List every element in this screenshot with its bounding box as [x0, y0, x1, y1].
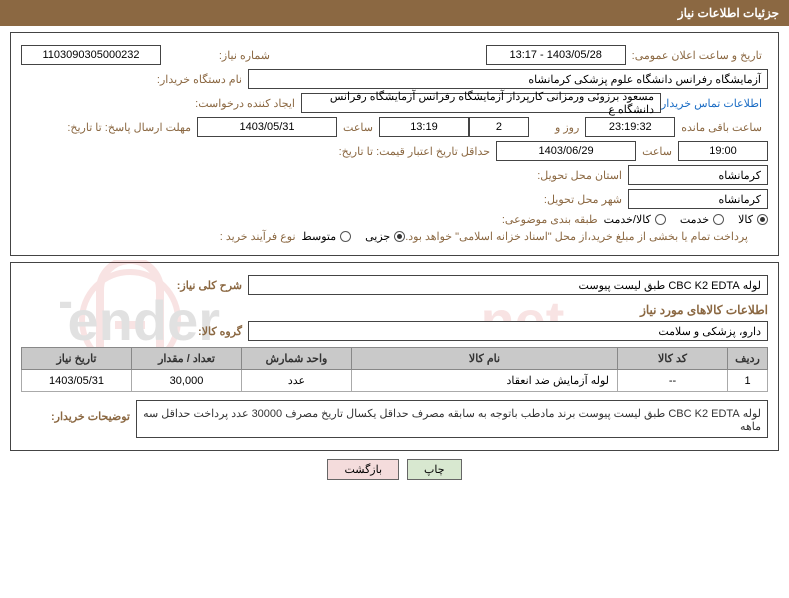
row-reply-deadline: مهلت ارسال پاسخ: تا تاریخ: 1403/05/31 سا…	[21, 117, 768, 137]
field-goods-group: دارو، پزشکی و سلامت	[248, 321, 768, 341]
field-buyer-notes: لوله CBC K2 EDTA طبق لیست پیوست برند ماد…	[136, 400, 768, 438]
field-price-time: 19:00	[678, 141, 768, 161]
th-row: ردیف	[728, 348, 768, 370]
th-unit: واحد شمارش	[242, 348, 352, 370]
field-need-no: 1103090305000232	[21, 45, 161, 65]
row-buyer-org: نام دستگاه خریدار: آزمایشگاه رفرانس دانش…	[21, 69, 768, 89]
button-row: چاپ بازگشت	[0, 459, 789, 480]
row-category: طبقه بندی موضوعی: کالا خدمت کالا/خدمت	[21, 213, 768, 226]
td-unit: عدد	[242, 370, 352, 392]
field-city: کرمانشاه	[628, 189, 768, 209]
radio-label: کالا	[738, 213, 753, 226]
radio-dot	[394, 231, 405, 242]
th-name: نام کالا	[352, 348, 618, 370]
field-days: 2	[469, 117, 529, 137]
table-row: 1 -- لوله آزمایش ضد انعقاد عدد 30,000 14…	[22, 370, 768, 392]
row-buyer-notes: توضیحات خریدار: لوله CBC K2 EDTA طبق لیس…	[21, 400, 768, 438]
radio-dot	[757, 214, 768, 225]
items-table: ردیف کد کالا نام کالا واحد شمارش تعداد /…	[21, 347, 768, 392]
td-row: 1	[728, 370, 768, 392]
th-date: تاریخ نیاز	[22, 348, 132, 370]
lbl-province: استان محل تحویل:	[513, 169, 628, 182]
lbl-days-and: روز و	[549, 121, 585, 134]
radio-dot	[713, 214, 724, 225]
field-need-desc: لوله CBC K2 EDTA طبق لیست پیوست	[248, 275, 768, 295]
lbl-city: شهر محل تحویل:	[513, 193, 628, 206]
td-date: 1403/05/31	[22, 370, 132, 392]
print-button[interactable]: چاپ	[407, 459, 462, 480]
lbl-reply: مهلت ارسال پاسخ: تا تاریخ:	[82, 121, 197, 134]
radio-item-goods[interactable]: کالا	[738, 213, 768, 226]
lbl-need-desc: شرح کلی نیاز:	[133, 279, 248, 292]
row-province: استان محل تحویل: کرمانشاه	[21, 165, 768, 185]
lbl-requester: ایجاد کننده درخواست:	[186, 97, 301, 110]
radio-label: کالا/خدمت	[604, 213, 651, 226]
field-reply-date: 1403/05/31	[197, 117, 337, 137]
buyer-contact-link[interactable]: اطلاعات تماس خریدار	[661, 97, 762, 110]
field-countdown: 23:19:32	[585, 117, 675, 137]
radio-dot	[655, 214, 666, 225]
lbl-time1: ساعت	[337, 121, 379, 134]
field-buyer-org: آزمایشگاه رفرانس دانشگاه علوم پزشکی کرما…	[248, 69, 768, 89]
lbl-category: طبقه بندی موضوعی:	[489, 213, 604, 226]
field-announce: 1403/05/28 - 13:17	[486, 45, 626, 65]
table-header-row: ردیف کد کالا نام کالا واحد شمارش تعداد /…	[22, 348, 768, 370]
lbl-price: حداقل تاریخ اعتبار قیمت: تا تاریخ:	[381, 145, 496, 158]
radio-item-both[interactable]: کالا/خدمت	[604, 213, 666, 226]
row-city: شهر محل تحویل: کرمانشاه	[21, 189, 768, 209]
lbl-remaining: ساعت باقی مانده	[675, 121, 768, 134]
goods-info-title: اطلاعات کالاهای مورد نیاز	[21, 303, 768, 317]
radio-item-service[interactable]: خدمت	[680, 213, 724, 226]
row-requester: ایجاد کننده درخواست: مسعود برزوئی ورمزان…	[21, 93, 768, 113]
row-price-validity: حداقل تاریخ اعتبار قیمت: تا تاریخ: 1403/…	[21, 141, 768, 161]
th-qty: تعداد / مقدار	[132, 348, 242, 370]
field-requester: مسعود برزوئی ورمزانی کارپرداز آزمایشگاه …	[301, 93, 661, 113]
lbl-buyer-org: نام دستگاه خریدار:	[133, 73, 248, 86]
field-price-date: 1403/06/29	[496, 141, 636, 161]
radio-label: جزیی	[365, 230, 390, 243]
lbl-announce: تاریخ و ساعت اعلان عمومی:	[626, 49, 768, 62]
td-code: --	[618, 370, 728, 392]
radio-label: متوسط	[302, 230, 337, 243]
radio-item-minor[interactable]: جزیی	[365, 230, 405, 243]
field-province: کرمانشاه	[628, 165, 768, 185]
process-radios: جزیی متوسط	[302, 230, 406, 243]
lbl-need-no: شماره نیاز:	[161, 49, 276, 62]
th-code: کد کالا	[618, 348, 728, 370]
category-radios: کالا خدمت کالا/خدمت	[604, 213, 768, 226]
radio-label: خدمت	[680, 213, 709, 226]
row-need-desc: شرح کلی نیاز: لوله CBC K2 EDTA طبق لیست …	[21, 275, 768, 295]
page-title: جزئیات اطلاعات نیاز	[0, 0, 789, 26]
lbl-process: نوع فرآیند خرید :	[187, 230, 302, 243]
td-qty: 30,000	[132, 370, 242, 392]
td-name: لوله آزمایش ضد انعقاد	[352, 370, 618, 392]
details-container: شماره نیاز: 1103090305000232 تاریخ و ساع…	[10, 32, 779, 256]
payment-note: پرداخت تمام یا بخشی از مبلغ خرید،از محل …	[405, 230, 748, 243]
lbl-time2: ساعت	[636, 145, 678, 158]
row-need-no: شماره نیاز: 1103090305000232 تاریخ و ساع…	[21, 45, 768, 65]
radio-dot	[340, 231, 351, 242]
lbl-buyer-notes: توضیحات خریدار:	[21, 400, 136, 423]
radio-item-med[interactable]: متوسط	[302, 230, 352, 243]
row-process: نوع فرآیند خرید : جزیی متوسط پرداخت تمام…	[21, 230, 768, 243]
details-container-2: شرح کلی نیاز: لوله CBC K2 EDTA طبق لیست …	[10, 262, 779, 451]
back-button[interactable]: بازگشت	[327, 459, 399, 480]
lbl-goods-group: گروه کالا:	[133, 325, 248, 338]
field-reply-time: 13:19	[379, 117, 469, 137]
row-goods-group: گروه کالا: دارو، پزشکی و سلامت	[21, 321, 768, 341]
